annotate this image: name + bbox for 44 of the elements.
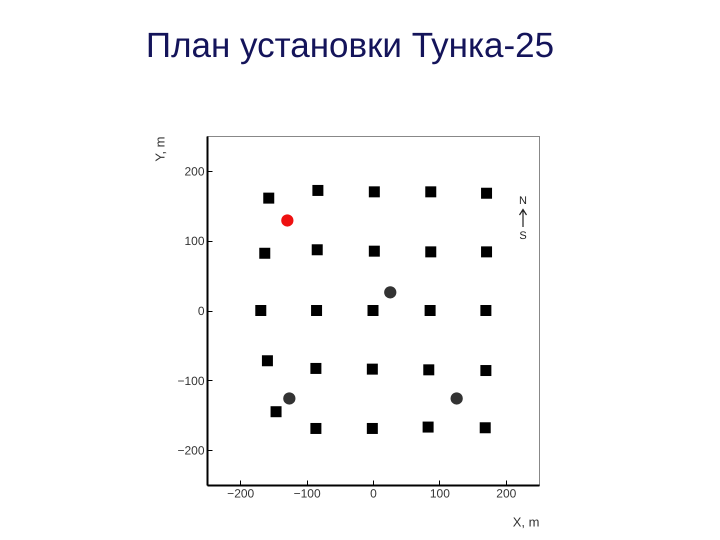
point (423, 364, 434, 376)
point (368, 246, 380, 257)
point (422, 422, 434, 433)
point (270, 406, 282, 418)
point (480, 305, 492, 316)
x-axis-title: X, m (512, 514, 540, 530)
point (311, 305, 322, 316)
point (480, 365, 492, 376)
point (262, 355, 273, 366)
point (481, 188, 492, 199)
y-tick-label: 100 (184, 234, 205, 248)
point (450, 392, 463, 405)
y-tick-label: −200 (177, 444, 205, 458)
x-tick-label: −100 (294, 486, 321, 500)
annotation: N (519, 195, 528, 207)
point (368, 305, 378, 316)
y-tick-label: 200 (184, 164, 205, 178)
x-tick-label: 100 (430, 486, 450, 500)
x-tick-label: 200 (496, 486, 517, 500)
point (281, 214, 294, 227)
point (481, 246, 492, 258)
chart-title: План установки Тунка-25 (146, 26, 554, 65)
x-tick-label: −200 (227, 486, 255, 500)
y-tick-label: 0 (198, 304, 205, 318)
y-axis-title: Y, m (152, 136, 168, 162)
annotation: S (519, 230, 527, 242)
y-tick-label: −100 (177, 374, 205, 388)
point (310, 422, 322, 434)
point (312, 184, 324, 196)
point (255, 305, 266, 316)
point (366, 422, 378, 434)
point (312, 244, 323, 256)
point (283, 392, 296, 405)
point (480, 422, 491, 434)
point (366, 364, 378, 375)
point (259, 248, 270, 259)
point (425, 246, 436, 258)
point (424, 305, 436, 316)
x-tick-label: 0 (370, 486, 378, 500)
point (384, 286, 396, 298)
point (310, 362, 322, 374)
point (263, 192, 274, 204)
point (425, 186, 436, 198)
point (368, 186, 380, 198)
